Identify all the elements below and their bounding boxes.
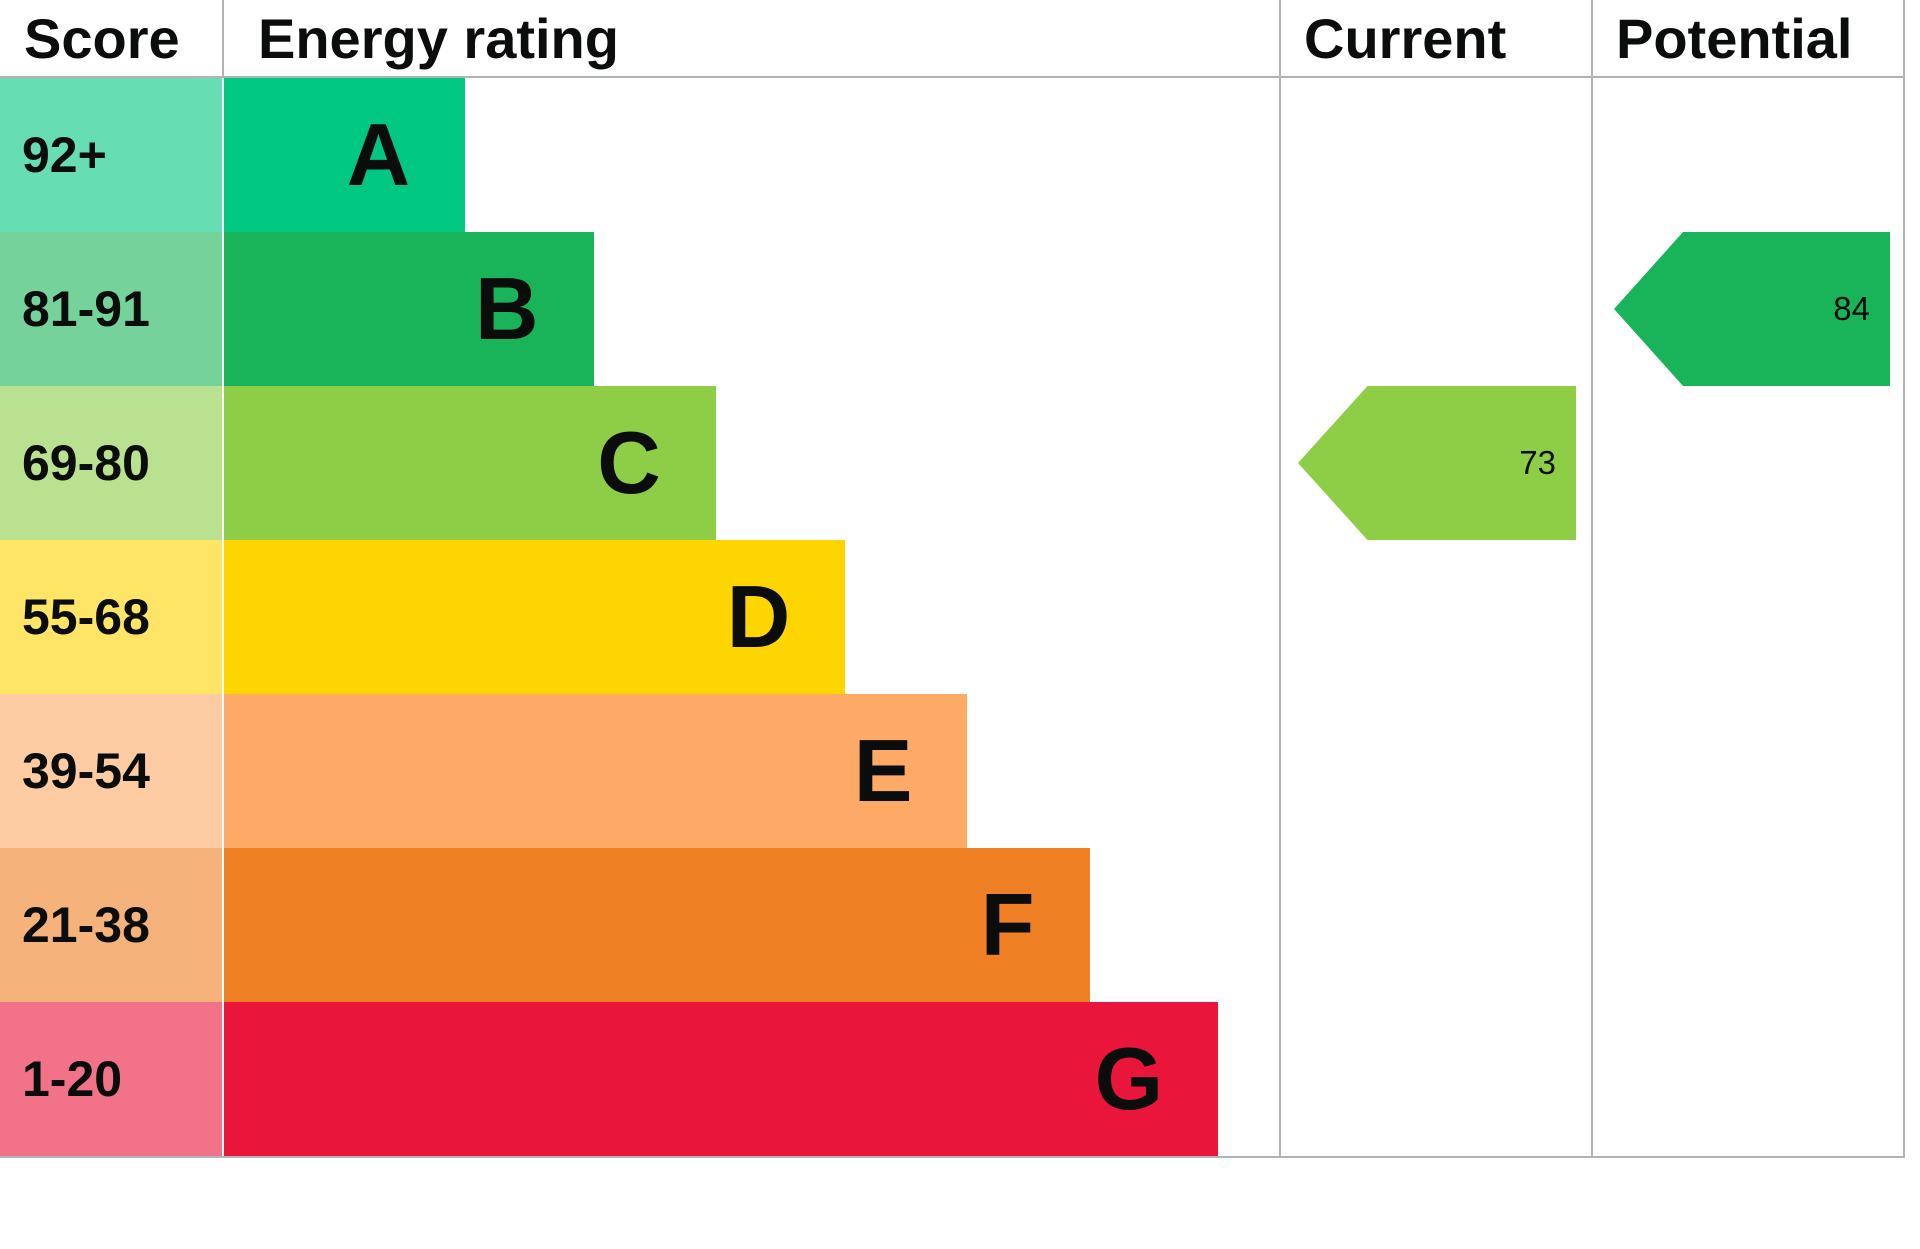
- band-bar: D: [224, 540, 846, 694]
- energy-rating-header: Energy rating: [258, 7, 619, 70]
- band-bar: G: [224, 1002, 1219, 1156]
- band-score: 39-54: [0, 694, 222, 848]
- band-score: 69-80: [0, 386, 222, 540]
- right-border: [1903, 0, 1905, 1158]
- current-column-divider: [1279, 0, 1281, 1158]
- band-letter: F: [980, 875, 1035, 974]
- band-bar-track: B: [224, 232, 1277, 386]
- score-header-divider: [222, 0, 224, 76]
- band-bar: A: [224, 78, 466, 232]
- band-score: 21-38: [0, 848, 222, 1002]
- band-letter: D: [726, 567, 791, 666]
- band-row-g: 1-20 G: [0, 1002, 1279, 1156]
- band-bar-track: D: [224, 540, 1277, 694]
- band-bar: C: [224, 386, 716, 540]
- band-bar: E: [224, 694, 968, 848]
- band-bar-track: G: [224, 1002, 1277, 1156]
- band-letter: B: [475, 259, 539, 358]
- potential-arrow: 84: [1614, 232, 1890, 386]
- band-score: 92+: [0, 78, 222, 232]
- band-score: 55-68: [0, 540, 222, 694]
- current-header: Current: [1304, 7, 1507, 70]
- current-arrow: 73: [1298, 386, 1576, 540]
- potential-value: 84: [1833, 290, 1870, 327]
- potential-header: Potential: [1616, 7, 1853, 70]
- band-row-c: 69-80 C: [0, 386, 1279, 540]
- band-bar-track: C: [224, 386, 1277, 540]
- band-score: 81-91: [0, 232, 222, 386]
- band-letter: E: [853, 721, 913, 820]
- band-letter: C: [597, 413, 661, 512]
- band-row-d: 55-68 D: [0, 540, 1279, 694]
- band-bar: F: [224, 848, 1090, 1002]
- potential-column-divider: [1591, 0, 1593, 1158]
- band-row-a: 92+ A: [0, 78, 1279, 232]
- score-header: Score: [24, 7, 180, 70]
- band-row-e: 39-54 E: [0, 694, 1279, 848]
- band-rows: 92+ A 81-91 B 69-80 C 5: [0, 78, 1279, 1156]
- band-letter: A: [346, 105, 411, 204]
- band-bar-track: E: [224, 694, 1277, 848]
- band-row-f: 21-38 F: [0, 848, 1279, 1002]
- bottom-border: [0, 1156, 1905, 1158]
- band-bar-track: A: [224, 78, 1277, 232]
- band-score: 1-20: [0, 1002, 222, 1156]
- band-row-b: 81-91 B: [0, 232, 1279, 386]
- current-value: 73: [1519, 444, 1556, 481]
- header-underline: [0, 76, 1905, 78]
- band-bar-track: F: [224, 848, 1277, 1002]
- band-bar: B: [224, 232, 594, 386]
- band-letter: G: [1094, 1029, 1164, 1128]
